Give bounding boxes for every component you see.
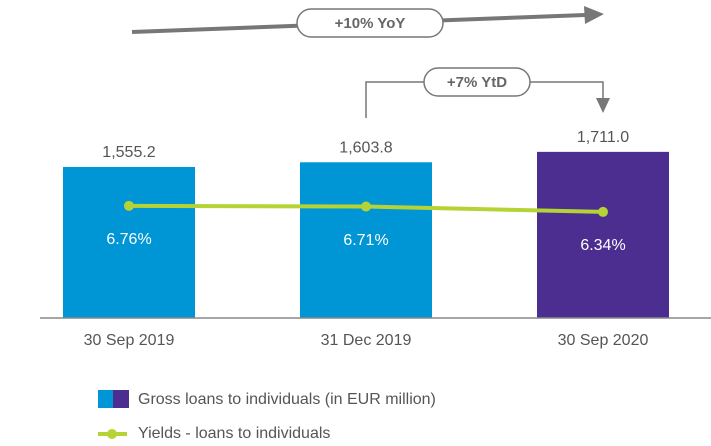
x-tick-label: 30 Sep 2019 xyxy=(84,332,175,349)
x-tick-label: 31 Dec 2019 xyxy=(321,332,412,349)
legend-label: Yields - loans to individuals xyxy=(138,425,330,442)
bar-value-label: 1,555.2 xyxy=(102,144,155,161)
legend-swatch xyxy=(113,390,129,408)
bar-value-label: 1,711.0 xyxy=(577,129,629,146)
line-marker xyxy=(361,201,371,212)
yoy-pill xyxy=(296,8,444,38)
legend-label: Gross loans to individuals (in EUR milli… xyxy=(138,391,436,408)
legend-marker xyxy=(107,429,117,439)
legend-swatch xyxy=(98,390,114,408)
bar xyxy=(300,162,432,318)
bar xyxy=(537,151,669,318)
ytd-arrow-head xyxy=(596,98,610,113)
x-tick-label: 30 Sep 2020 xyxy=(558,332,649,349)
line-marker xyxy=(598,206,608,217)
line-value-label: 6.71% xyxy=(343,232,388,249)
line-value-label: 6.34% xyxy=(580,237,625,254)
line-marker xyxy=(124,200,134,211)
bar-value-label: 1,603.8 xyxy=(339,139,392,156)
line-value-label: 6.76% xyxy=(106,231,151,248)
ytd-label: +7% YtD xyxy=(447,74,507,91)
bar xyxy=(63,166,195,318)
yoy-arrow-head xyxy=(584,6,604,24)
ytd-pill xyxy=(423,67,531,97)
yoy-label: +10% YoY xyxy=(335,15,406,32)
